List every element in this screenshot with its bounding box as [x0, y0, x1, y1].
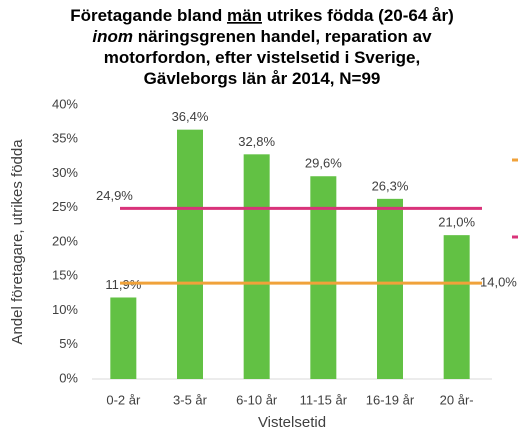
title-segment: motorfordon, efter vistelsetid i Sverige…: [104, 48, 420, 67]
x-tick-label: 20 år-: [440, 392, 474, 407]
title-segment: utrikes födda (20-64 år): [262, 6, 454, 25]
bar: [310, 176, 337, 379]
reference-label: 24,9%: [96, 188, 133, 203]
y-tick-label: 25%: [52, 199, 78, 214]
x-tick-label: 11-15 år: [300, 392, 348, 407]
x-axis-title: Vistelsetid: [258, 414, 326, 431]
y-axis-title: Andel företagare, utrikes födda: [9, 139, 26, 345]
bar: [377, 198, 403, 379]
y-tick-label: 0%: [59, 370, 78, 385]
bar: [443, 235, 470, 379]
title-segment: näringsgrenen handel, reparation av: [133, 27, 432, 46]
chart-title: Företagande bland män utrikes födda (20-…: [70, 6, 454, 25]
bar: [243, 154, 270, 379]
y-tick-label: 10%: [52, 302, 78, 317]
bar: [110, 297, 137, 379]
chart-title: Gävleborgs län år 2014, N=99: [144, 69, 381, 88]
y-tick-label: 30%: [52, 165, 78, 180]
y-tick-label: 40%: [52, 96, 78, 111]
chart-title: motorfordon, efter vistelsetid i Sverige…: [104, 48, 420, 67]
data-label: 36,4%: [172, 109, 209, 124]
y-tick-label: 35%: [52, 131, 78, 146]
title-segment: män: [227, 6, 262, 25]
title-segment: Gävleborgs län år 2014, N=99: [144, 69, 381, 88]
title-segment: Företagande bland: [70, 6, 227, 25]
data-label: 29,6%: [305, 156, 342, 171]
x-tick-label: 6-10 år: [236, 392, 278, 407]
y-tick-label: 15%: [52, 268, 78, 283]
data-label: 32,8%: [238, 134, 275, 149]
x-tick-label: 3-5 år: [173, 392, 208, 407]
data-label: 26,3%: [372, 178, 409, 193]
title-segment: inom: [92, 27, 133, 46]
y-tick-label: 5%: [59, 336, 78, 351]
y-tick-label: 20%: [52, 233, 78, 248]
data-label: 21,0%: [438, 215, 475, 230]
bar: [177, 129, 203, 379]
x-tick-label: 0-2 år: [106, 392, 141, 407]
chart-title: inom näringsgrenen handel, reparation av: [92, 27, 432, 46]
x-tick-label: 16-19 år: [366, 392, 415, 407]
reference-label: 14,0%: [480, 275, 517, 290]
